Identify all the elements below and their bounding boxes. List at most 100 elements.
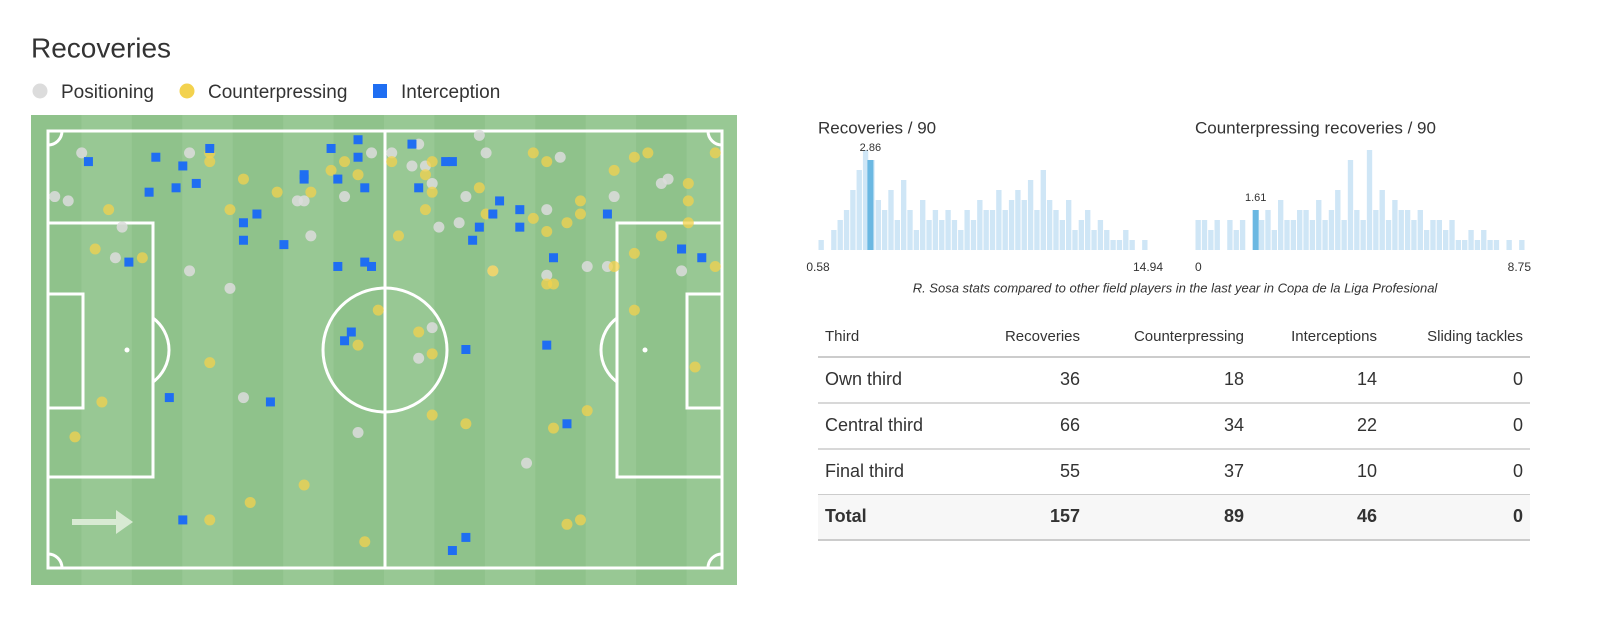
interception-mark [461,345,471,354]
counterpressing-mark [204,156,216,168]
histogram-bar [1271,230,1277,250]
counterpressing-mark [487,265,499,277]
histogram-bar [1195,220,1201,250]
histogram-bar [1110,240,1116,250]
histogram-bar [1116,240,1123,250]
table-cell: 34 [1224,415,1244,435]
histogram-bar [926,220,932,250]
positioning-mark [554,151,566,163]
table-cell: 55 [1060,461,1080,481]
counterpressing-mark [224,204,236,216]
histogram-bar [1227,220,1233,250]
table-header: Sliding tackles [1427,328,1523,345]
histogram-bar [920,200,926,250]
positioning-mark [386,147,398,159]
histogram-bar [1290,220,1297,250]
total-cell: 89 [1224,506,1244,526]
histogram-bar [1322,220,1328,250]
counterpressing-mark [237,173,249,185]
interception-mark [164,393,174,403]
total-row-background [818,495,1530,539]
positioning-mark [109,252,121,264]
interception-mark [124,257,134,267]
counterpressing-mark [608,260,620,272]
histogram-bar [1335,190,1341,250]
counterpressing-mark [709,260,721,272]
table-cell: Central third [825,415,923,435]
histogram-bar [1129,240,1135,250]
histogram-bar [1347,160,1354,250]
legend-marker [373,84,387,98]
histogram-bar [1072,230,1078,250]
histogram-bar [1341,220,1347,250]
histogram-bar [843,210,850,250]
pitch [31,115,737,585]
interception-mark [441,157,451,167]
counterpressing-mark [339,156,351,168]
histogram-title: Counterpressing recoveries / 90 [1195,118,1436,137]
histogram-bar [1233,230,1239,250]
total-cell: 157 [1050,506,1080,526]
counterpressing-mark [460,418,472,430]
table-cell: 0 [1513,461,1523,481]
histogram-bar [1379,190,1385,250]
counterpressing-mark [325,164,337,176]
histogram-bar [983,210,989,250]
counterpressing-mark [608,164,620,176]
interception-mark [414,183,424,193]
histogram-bar [1002,210,1008,250]
table-cell: 14 [1357,369,1377,389]
histogram-bar [989,210,996,250]
histogram-bar [818,240,824,250]
histogram-bar [1417,210,1423,250]
histogram-bar [1423,230,1430,250]
counterpressing-mark [413,326,425,338]
positioning-mark [676,265,688,277]
histogram-bar [1430,220,1436,250]
player-marker-label: 1.61 [1245,192,1266,204]
counterpressing-mark [709,147,721,159]
counterpressing-mark [527,212,539,224]
table-cell: 10 [1357,461,1377,481]
direction-arrow [72,510,133,534]
interception-mark [367,261,377,271]
counterpressing-mark [561,217,573,229]
interception-mark [542,340,552,350]
histogram-bar [901,180,907,250]
positioning-mark [339,191,351,203]
counterpressing-mark [655,230,667,242]
table-cell: 22 [1357,415,1377,435]
histogram-bar [1046,200,1053,250]
interception-mark [333,174,343,184]
counterpressing-mark [682,195,694,207]
interception-mark [353,135,363,145]
counterpressing-mark [96,396,108,408]
interception-mark [407,139,417,149]
counterpressing-mark [642,147,654,159]
interception-mark [353,152,363,162]
legend-marker [179,83,195,99]
interception-mark [265,397,275,407]
counterpressing-mark [244,496,256,508]
table-cell: 0 [1513,415,1523,435]
counterpressing-mark [426,348,438,360]
table-cell: 0 [1513,369,1523,389]
positioning-mark [581,260,593,272]
positioning-mark [426,322,438,334]
interception-mark [151,152,161,162]
positioning-mark [608,191,620,203]
interception-mark [677,244,687,254]
histogram-bar [1455,240,1462,250]
histogram-bar [888,190,894,250]
histogram-bar [875,200,881,250]
player-marker-label: 2.86 [860,142,881,154]
counterpressing-mark [386,156,398,168]
interception-mark [495,196,505,206]
counterpressing-mark [352,169,364,181]
counterpressing-mark [204,357,216,369]
histogram-bar [881,210,888,250]
positioning-mark [366,147,378,159]
counterpressing-mark [574,208,586,220]
histogram-bar [1142,240,1148,250]
